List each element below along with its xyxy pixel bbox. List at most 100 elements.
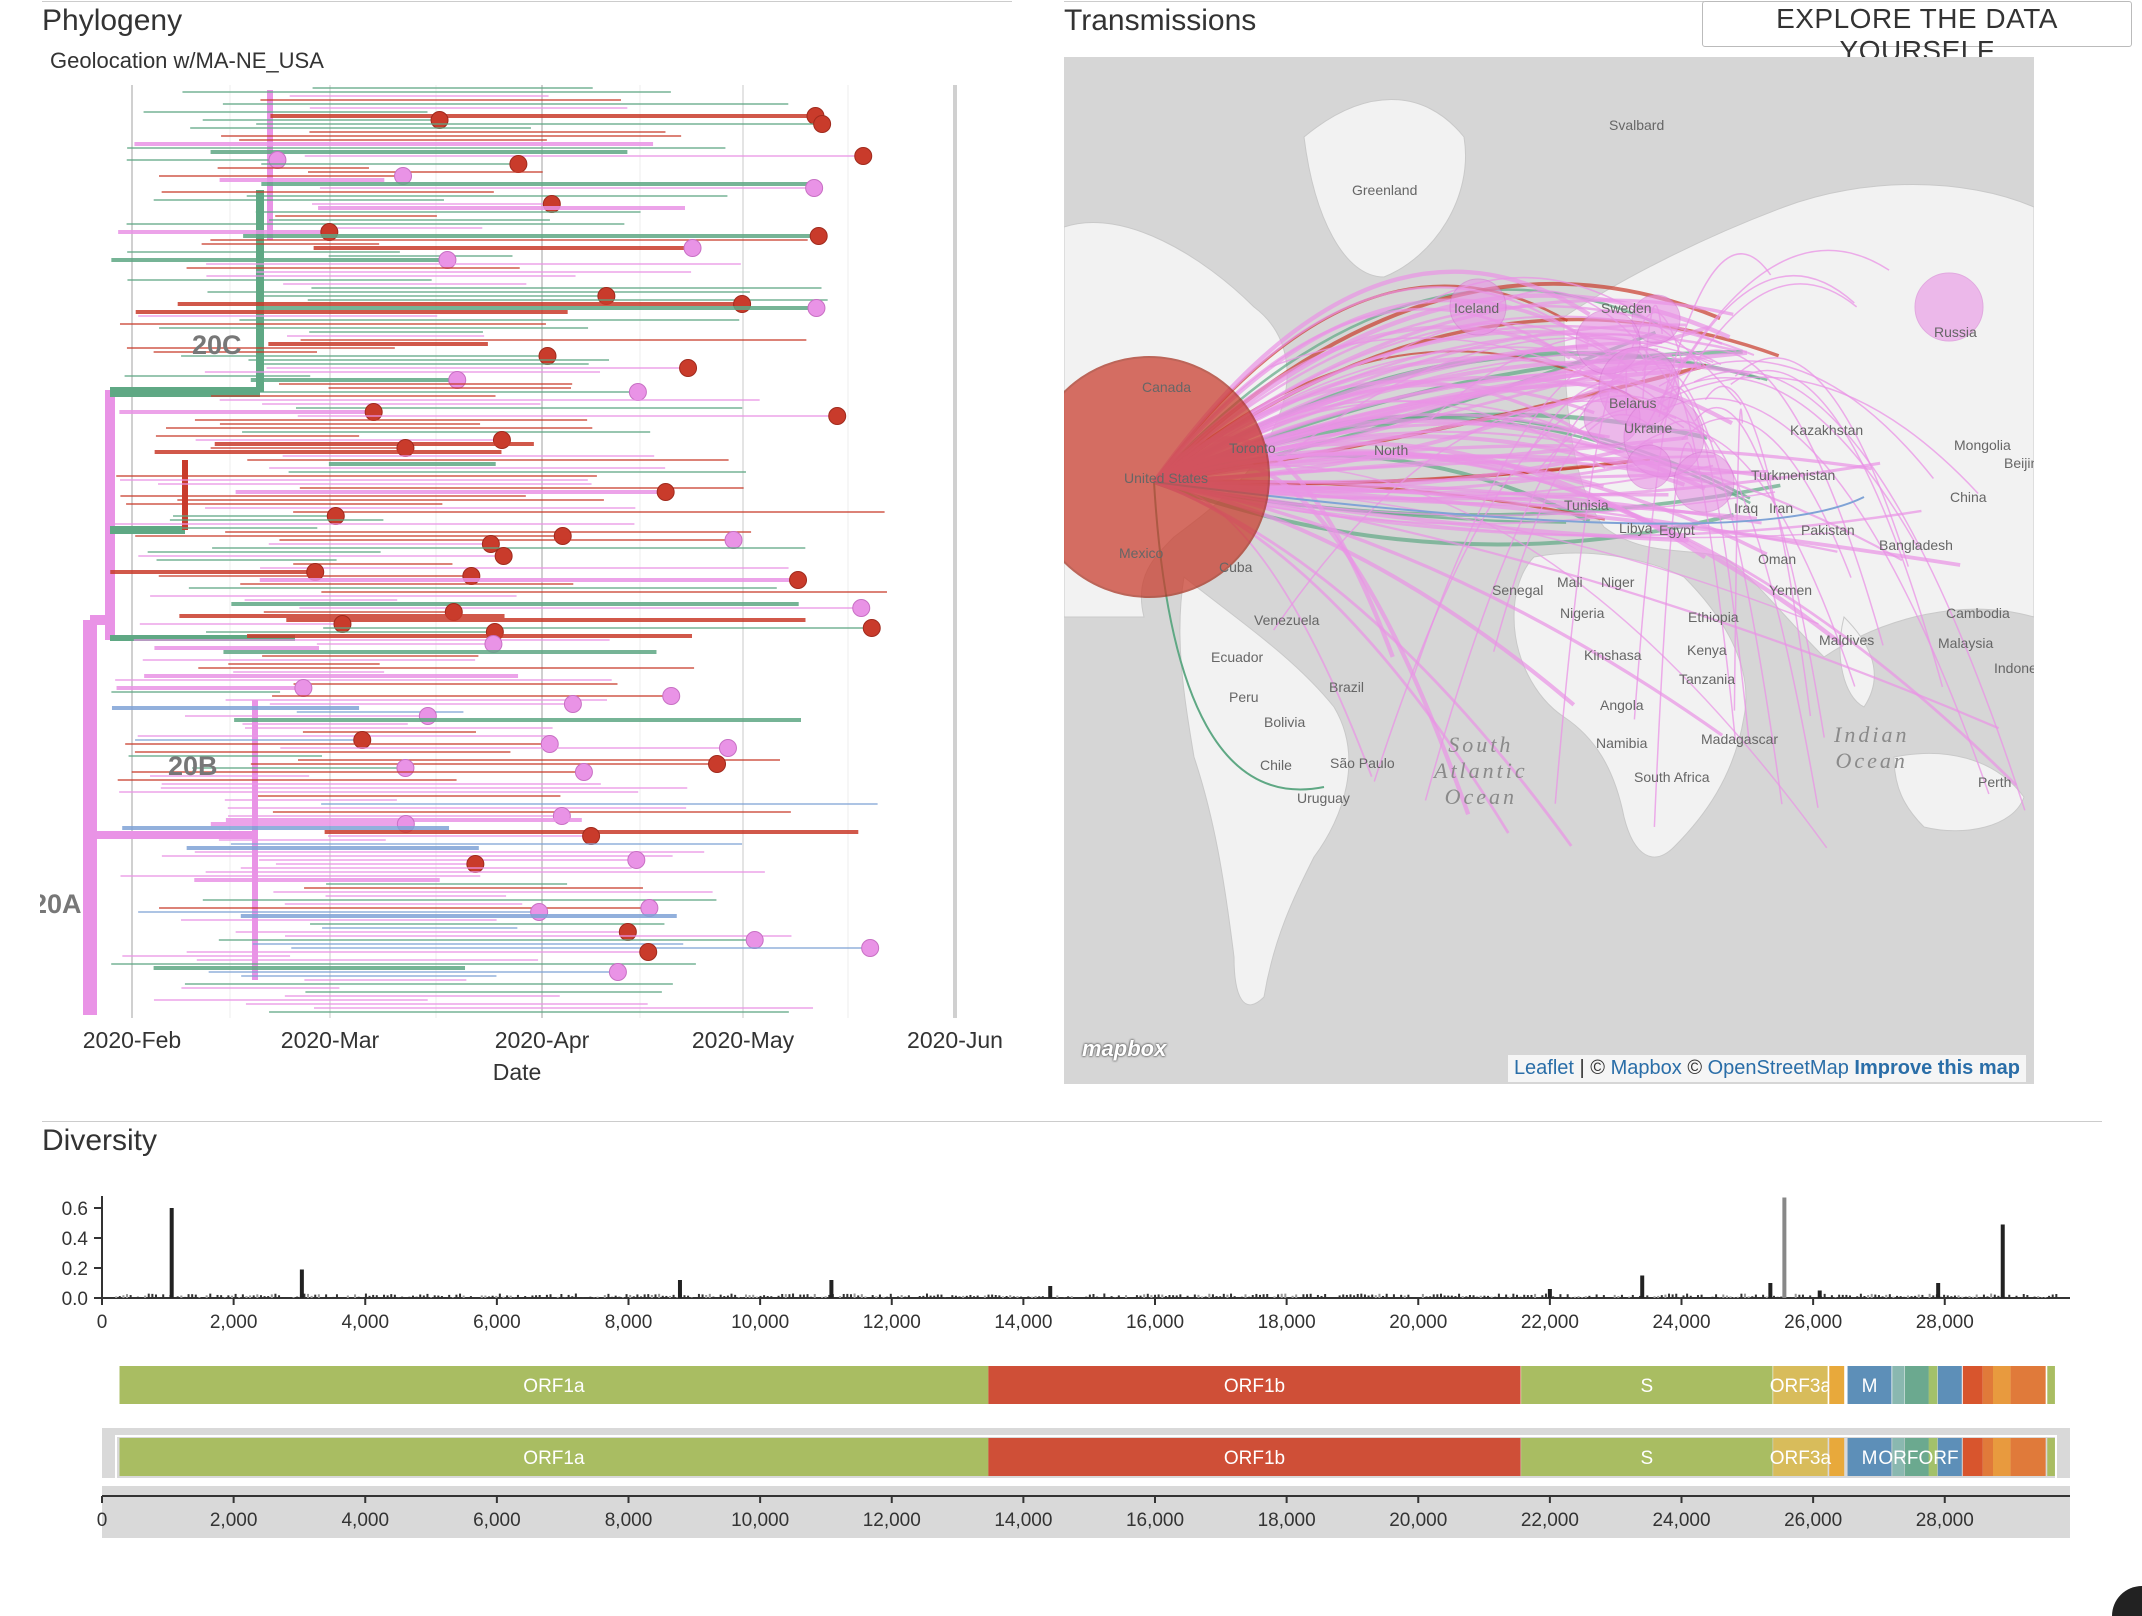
tree-tip-dot[interactable]: [639, 943, 658, 961]
zoom-gene-segment[interactable]: [1992, 1438, 2011, 1476]
phylogeny-tree[interactable]: 20C 20B 20A 2020-Feb 2020-Mar 2020-Apr 2020-Ma…: [40, 80, 1020, 1090]
tree-tip-dot[interactable]: [364, 403, 383, 421]
tree-tip-dot[interactable]: [718, 739, 737, 757]
tree-tip-dot[interactable]: [582, 827, 601, 845]
tree-tip-dot[interactable]: [608, 963, 627, 981]
tree-tip-dot[interactable]: [862, 619, 881, 637]
zoom-gene-segment[interactable]: [1962, 1438, 1983, 1476]
tree-tip-dot[interactable]: [805, 179, 824, 197]
tree-tip-dot[interactable]: [466, 855, 485, 873]
tree-tip-dot[interactable]: [326, 507, 345, 525]
entropy-bar[interactable]: [829, 1280, 834, 1298]
tree-tip-dot[interactable]: [540, 735, 559, 753]
tree-tip-dot[interactable]: [789, 571, 808, 589]
gene-segment[interactable]: [1982, 1366, 1993, 1404]
tree-tip-dot[interactable]: [683, 239, 702, 257]
explore-data-button[interactable]: EXPLORE THE DATA YOURSELF: [1702, 1, 2132, 66]
tree-tip-dot[interactable]: [861, 939, 880, 957]
tree-tip-dot[interactable]: [807, 299, 826, 317]
tree-tip-dot[interactable]: [438, 251, 457, 269]
entropy-bar[interactable]: [2000, 1224, 2005, 1299]
entropy-bar[interactable]: [677, 1280, 682, 1298]
deme-circle[interactable]: [1914, 272, 1984, 342]
tree-tip-dot[interactable]: [268, 151, 287, 169]
leaflet-link[interactable]: Leaflet: [1513, 1057, 1574, 1079]
zoom-gene-orf3a[interactable]: [1773, 1438, 1828, 1476]
tree-tip-dot[interactable]: [481, 535, 500, 553]
tree-tip-dot[interactable]: [708, 755, 727, 773]
gene-orf3a[interactable]: [1773, 1366, 1828, 1404]
deme-circle[interactable]: [1449, 278, 1507, 336]
entropy-bar[interactable]: [1936, 1283, 1941, 1298]
zoom-gene-segment[interactable]: [2010, 1438, 2046, 1476]
tree-tip-dot[interactable]: [640, 899, 659, 917]
gene-segment[interactable]: [1928, 1366, 1938, 1404]
zoom-gene-segment[interactable]: [1982, 1438, 1993, 1476]
entropy-bar[interactable]: [1782, 1197, 1787, 1299]
transmissions-map[interactable]: Svalbard Greenland Iceland Sweden Russia Cana…: [1064, 57, 2034, 1084]
improve-map-link[interactable]: Improve this map: [1854, 1057, 2020, 1079]
tree-tip-dot[interactable]: [809, 227, 828, 245]
tree-tip-dot[interactable]: [553, 527, 572, 545]
zoom-brush-selection[interactable]: [115, 1435, 2057, 1480]
tree-tip-dot[interactable]: [509, 155, 528, 173]
diversity-entropy-chart[interactable]: 0.6 0.4 0.2 0.0 0 2,000 4,000 6,000 8,000 10,000 1…: [40, 1168, 2100, 1548]
entropy-bar[interactable]: [1817, 1290, 1822, 1299]
tree-tip-dot[interactable]: [484, 635, 503, 653]
tree-tip-dot[interactable]: [563, 695, 582, 713]
tree-tip-dot[interactable]: [394, 167, 413, 185]
zoom-gene-orf1a[interactable]: [119, 1438, 989, 1476]
tree-tip-dot[interactable]: [448, 371, 467, 389]
gene-orf1b[interactable]: [988, 1366, 1521, 1404]
deme-circle-usa[interactable]: [1064, 356, 1270, 598]
entropy-bar[interactable]: [299, 1269, 304, 1299]
entropy-bar[interactable]: [1640, 1275, 1645, 1299]
tree-tip-dot[interactable]: [828, 407, 847, 425]
tree-tip-dot[interactable]: [745, 931, 764, 949]
tree-tip-dot[interactable]: [813, 115, 832, 133]
zoom-gene-segment[interactable]: [1937, 1438, 1962, 1476]
tree-tip-dot[interactable]: [396, 759, 415, 777]
tree-tip-dot[interactable]: [494, 547, 513, 565]
gene-segment[interactable]: [1937, 1366, 1962, 1404]
gene-segment[interactable]: [1962, 1366, 1983, 1404]
tree-tip-dot[interactable]: [656, 483, 675, 501]
entropy-bar[interactable]: [169, 1208, 174, 1298]
tree-tip-dot[interactable]: [618, 923, 637, 941]
entropy-bar[interactable]: [1547, 1289, 1552, 1298]
tree-tip-dot[interactable]: [662, 687, 681, 705]
openstreetmap-link[interactable]: OpenStreetMap: [1707, 1057, 1849, 1079]
tree-tip-dot[interactable]: [627, 851, 646, 869]
tree-tip-dot[interactable]: [538, 347, 557, 365]
entropy-bar[interactable]: [1048, 1286, 1053, 1298]
tree-tip-dot[interactable]: [597, 287, 616, 305]
gene-segment[interactable]: [2010, 1366, 2046, 1404]
tree-tip-dot[interactable]: [353, 731, 372, 749]
tree-tip-dot[interactable]: [628, 383, 647, 401]
gene-segment[interactable]: [1892, 1366, 1905, 1404]
deme-circle[interactable]: [1673, 451, 1735, 513]
zoom-gene-segment[interactable]: [1928, 1438, 1938, 1476]
zoom-gene-orf1b[interactable]: [988, 1438, 1521, 1476]
tree-tip-dot[interactable]: [724, 531, 743, 549]
tree-tip-dot[interactable]: [333, 615, 352, 633]
mapbox-logo[interactable]: mapbox: [1082, 1036, 1167, 1061]
zoom-gene-m[interactable]: [1847, 1438, 1892, 1476]
gene-segment[interactable]: [1829, 1366, 1845, 1404]
zoom-gene-segment[interactable]: [1892, 1438, 1905, 1476]
zoom-gene-segment[interactable]: [2047, 1438, 2055, 1476]
zoom-gene-s[interactable]: [1521, 1438, 1773, 1476]
tree-tip-dot[interactable]: [852, 599, 871, 617]
gene-m[interactable]: [1847, 1366, 1892, 1404]
tree-tip-dot[interactable]: [679, 359, 698, 377]
mapbox-link[interactable]: Mapbox: [1610, 1057, 1682, 1079]
gene-orf1a[interactable]: [119, 1366, 989, 1404]
deme-circle[interactable]: [1626, 444, 1672, 490]
entropy-bar[interactable]: [1768, 1283, 1773, 1298]
color-by-select[interactable]: Geolocation w/MA-NE_USA: [50, 48, 324, 74]
tree-tip-dot[interactable]: [854, 147, 873, 165]
tree-tip-dot[interactable]: [574, 763, 593, 781]
tree-tip-dot[interactable]: [306, 563, 325, 581]
tree-tip-dot[interactable]: [430, 111, 449, 129]
gene-segment[interactable]: [1904, 1366, 1929, 1404]
